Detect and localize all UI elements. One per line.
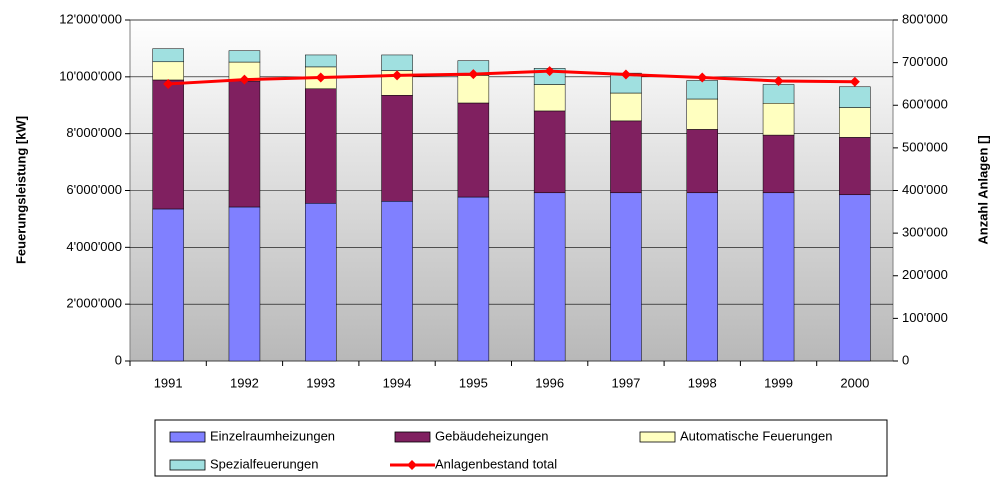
bar — [686, 80, 718, 100]
y2-tick-label: 300'000 — [902, 225, 948, 240]
bar — [686, 129, 718, 194]
bar — [839, 194, 871, 362]
y2-axis-label: Anzahl Anlagen [] — [975, 135, 990, 244]
bar — [381, 95, 413, 202]
bar — [533, 84, 566, 112]
bar — [457, 75, 490, 104]
y2-tick-label: 500'000 — [902, 139, 948, 154]
x-tick-label: 2000 — [840, 375, 869, 390]
marker — [544, 66, 555, 77]
y2-tick-label: 200'000 — [902, 267, 948, 282]
legend-label: Einzelraumheizungen — [210, 428, 335, 443]
bar — [533, 110, 566, 194]
bar — [762, 84, 795, 104]
marker — [697, 72, 708, 83]
bar — [381, 54, 413, 71]
marker — [468, 69, 479, 80]
marker — [239, 74, 250, 85]
bar — [381, 201, 413, 362]
x-tick-label: 1992 — [230, 375, 259, 390]
bar — [152, 61, 184, 81]
x-tick-label: 1998 — [688, 375, 717, 390]
bar — [839, 137, 871, 196]
bar — [762, 103, 795, 136]
x-tick-label: 1999 — [764, 375, 793, 390]
bar — [686, 98, 718, 130]
bar — [610, 92, 642, 122]
bar — [152, 48, 184, 63]
bar — [305, 54, 337, 68]
bar — [610, 192, 642, 362]
y-axis-label: Feuerungsleistung [kW] — [13, 116, 28, 264]
bar — [457, 102, 490, 198]
y2-tick-label: 700'000 — [902, 54, 948, 69]
bar — [839, 86, 871, 108]
y2-tick-label: 400'000 — [902, 182, 948, 197]
bar — [762, 134, 795, 194]
legend-swatch — [639, 431, 676, 443]
y-tick-label: 6'000'000 — [66, 182, 122, 197]
bar — [839, 107, 871, 138]
x-tick-label: 1997 — [611, 375, 640, 390]
marker — [392, 70, 403, 81]
bar — [152, 208, 184, 362]
marker — [620, 69, 631, 80]
x-tick-label: 1991 — [154, 375, 183, 390]
y-tick-label: 12'000'000 — [59, 11, 122, 26]
bar — [152, 79, 184, 210]
bar — [228, 206, 261, 362]
bar — [228, 80, 261, 208]
marker — [773, 75, 784, 86]
legend — [154, 419, 888, 477]
marker — [163, 78, 174, 89]
marker — [315, 72, 326, 83]
y-tick-label: 4'000'000 — [66, 239, 122, 254]
bar — [686, 192, 718, 362]
y-tick-label: 8'000'000 — [66, 125, 122, 140]
bar — [305, 203, 337, 362]
legend-label: Spezialfeuerungen — [210, 456, 318, 471]
y2-tick-label: 800'000 — [902, 11, 948, 26]
bar — [305, 88, 337, 204]
y2-tick-label: 600'000 — [902, 97, 948, 112]
x-tick-label: 1996 — [535, 375, 564, 390]
marker — [849, 76, 860, 87]
bar — [762, 192, 795, 362]
legend-label: Automatische Feuerungen — [680, 428, 832, 443]
y2-tick-label: 0 — [902, 352, 909, 367]
legend-swatch — [394, 431, 431, 443]
y2-tick-label: 100'000 — [902, 310, 948, 325]
y-tick-label: 0 — [115, 352, 122, 367]
legend-swatch — [169, 431, 206, 443]
y-tick-label: 2'000'000 — [66, 296, 122, 311]
bar — [610, 120, 642, 194]
legend-swatch — [169, 459, 206, 471]
y-tick-label: 10'000'000 — [59, 68, 122, 83]
bar — [457, 196, 490, 362]
bar — [228, 50, 261, 63]
legend-label: Gebäudeheizungen — [435, 428, 549, 443]
x-tick-label: 1993 — [306, 375, 335, 390]
legend-marker — [407, 460, 417, 470]
line — [168, 69, 855, 86]
x-tick-label: 1994 — [383, 375, 412, 390]
legend-label: Anlagenbestand total — [435, 456, 557, 471]
x-tick-label: 1995 — [459, 375, 488, 390]
bar — [533, 192, 566, 362]
